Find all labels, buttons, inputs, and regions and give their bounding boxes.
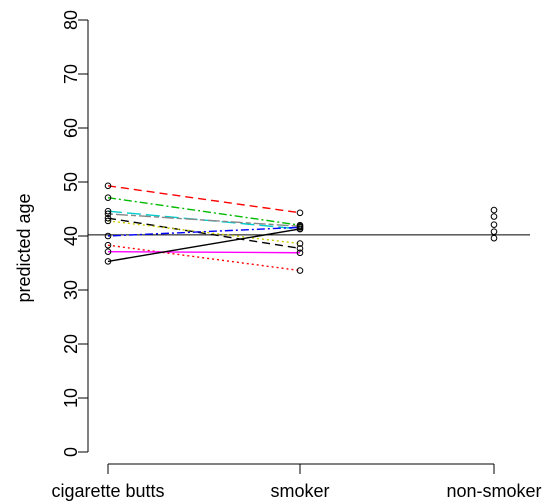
data-point: [104, 207, 112, 215]
data-point: [296, 225, 304, 233]
data-point: [296, 267, 304, 274]
data-point: [104, 182, 112, 190]
x-tick-label: non-smoker: [446, 481, 541, 501]
data-point: [104, 214, 112, 222]
data-point: [296, 209, 304, 217]
y-tick-label: 10: [61, 388, 81, 408]
data-point: [104, 232, 112, 240]
non-smoker-point: [490, 206, 498, 214]
series-lines: [107, 185, 301, 272]
series-line: [107, 196, 301, 226]
data-point: [296, 240, 304, 247]
series-line: [107, 250, 301, 254]
x-tick-label: cigarette butts: [51, 481, 164, 501]
data-point: [104, 217, 112, 225]
data-point: [104, 258, 112, 265]
data-point: [104, 194, 112, 201]
non-smoker-point: [490, 213, 498, 220]
data-point: [104, 210, 112, 218]
y-tick-label: 60: [61, 118, 81, 138]
y-axis-title: predicted age: [14, 193, 34, 302]
y-tick-label: 30: [61, 280, 81, 300]
series-line: [107, 226, 301, 237]
data-points: [104, 182, 498, 274]
series-line: [107, 217, 301, 250]
y-tick-label: 0: [61, 447, 81, 457]
series-line: [107, 244, 301, 272]
y-tick-label: 20: [61, 334, 81, 354]
y-tick-label: 80: [61, 10, 81, 30]
axes: 0 10 20 30 40 50 60 70 80 cigarette butts smoker no…: [51, 10, 541, 501]
data-point: [104, 248, 112, 255]
data-point: [296, 245, 304, 252]
series-line: [107, 185, 301, 214]
non-smoker-point: [490, 234, 498, 242]
y-tick-label: 50: [61, 172, 81, 192]
x-tick-label: smoker: [270, 481, 329, 501]
non-smoker-point: [490, 221, 498, 228]
series-line: [107, 228, 301, 263]
y-tick-label: 70: [61, 64, 81, 84]
series-line: [107, 213, 301, 227]
non-smoker-point: [490, 228, 498, 235]
y-tick-label: 40: [61, 226, 81, 246]
data-point: [296, 249, 304, 257]
data-point: [104, 241, 112, 249]
